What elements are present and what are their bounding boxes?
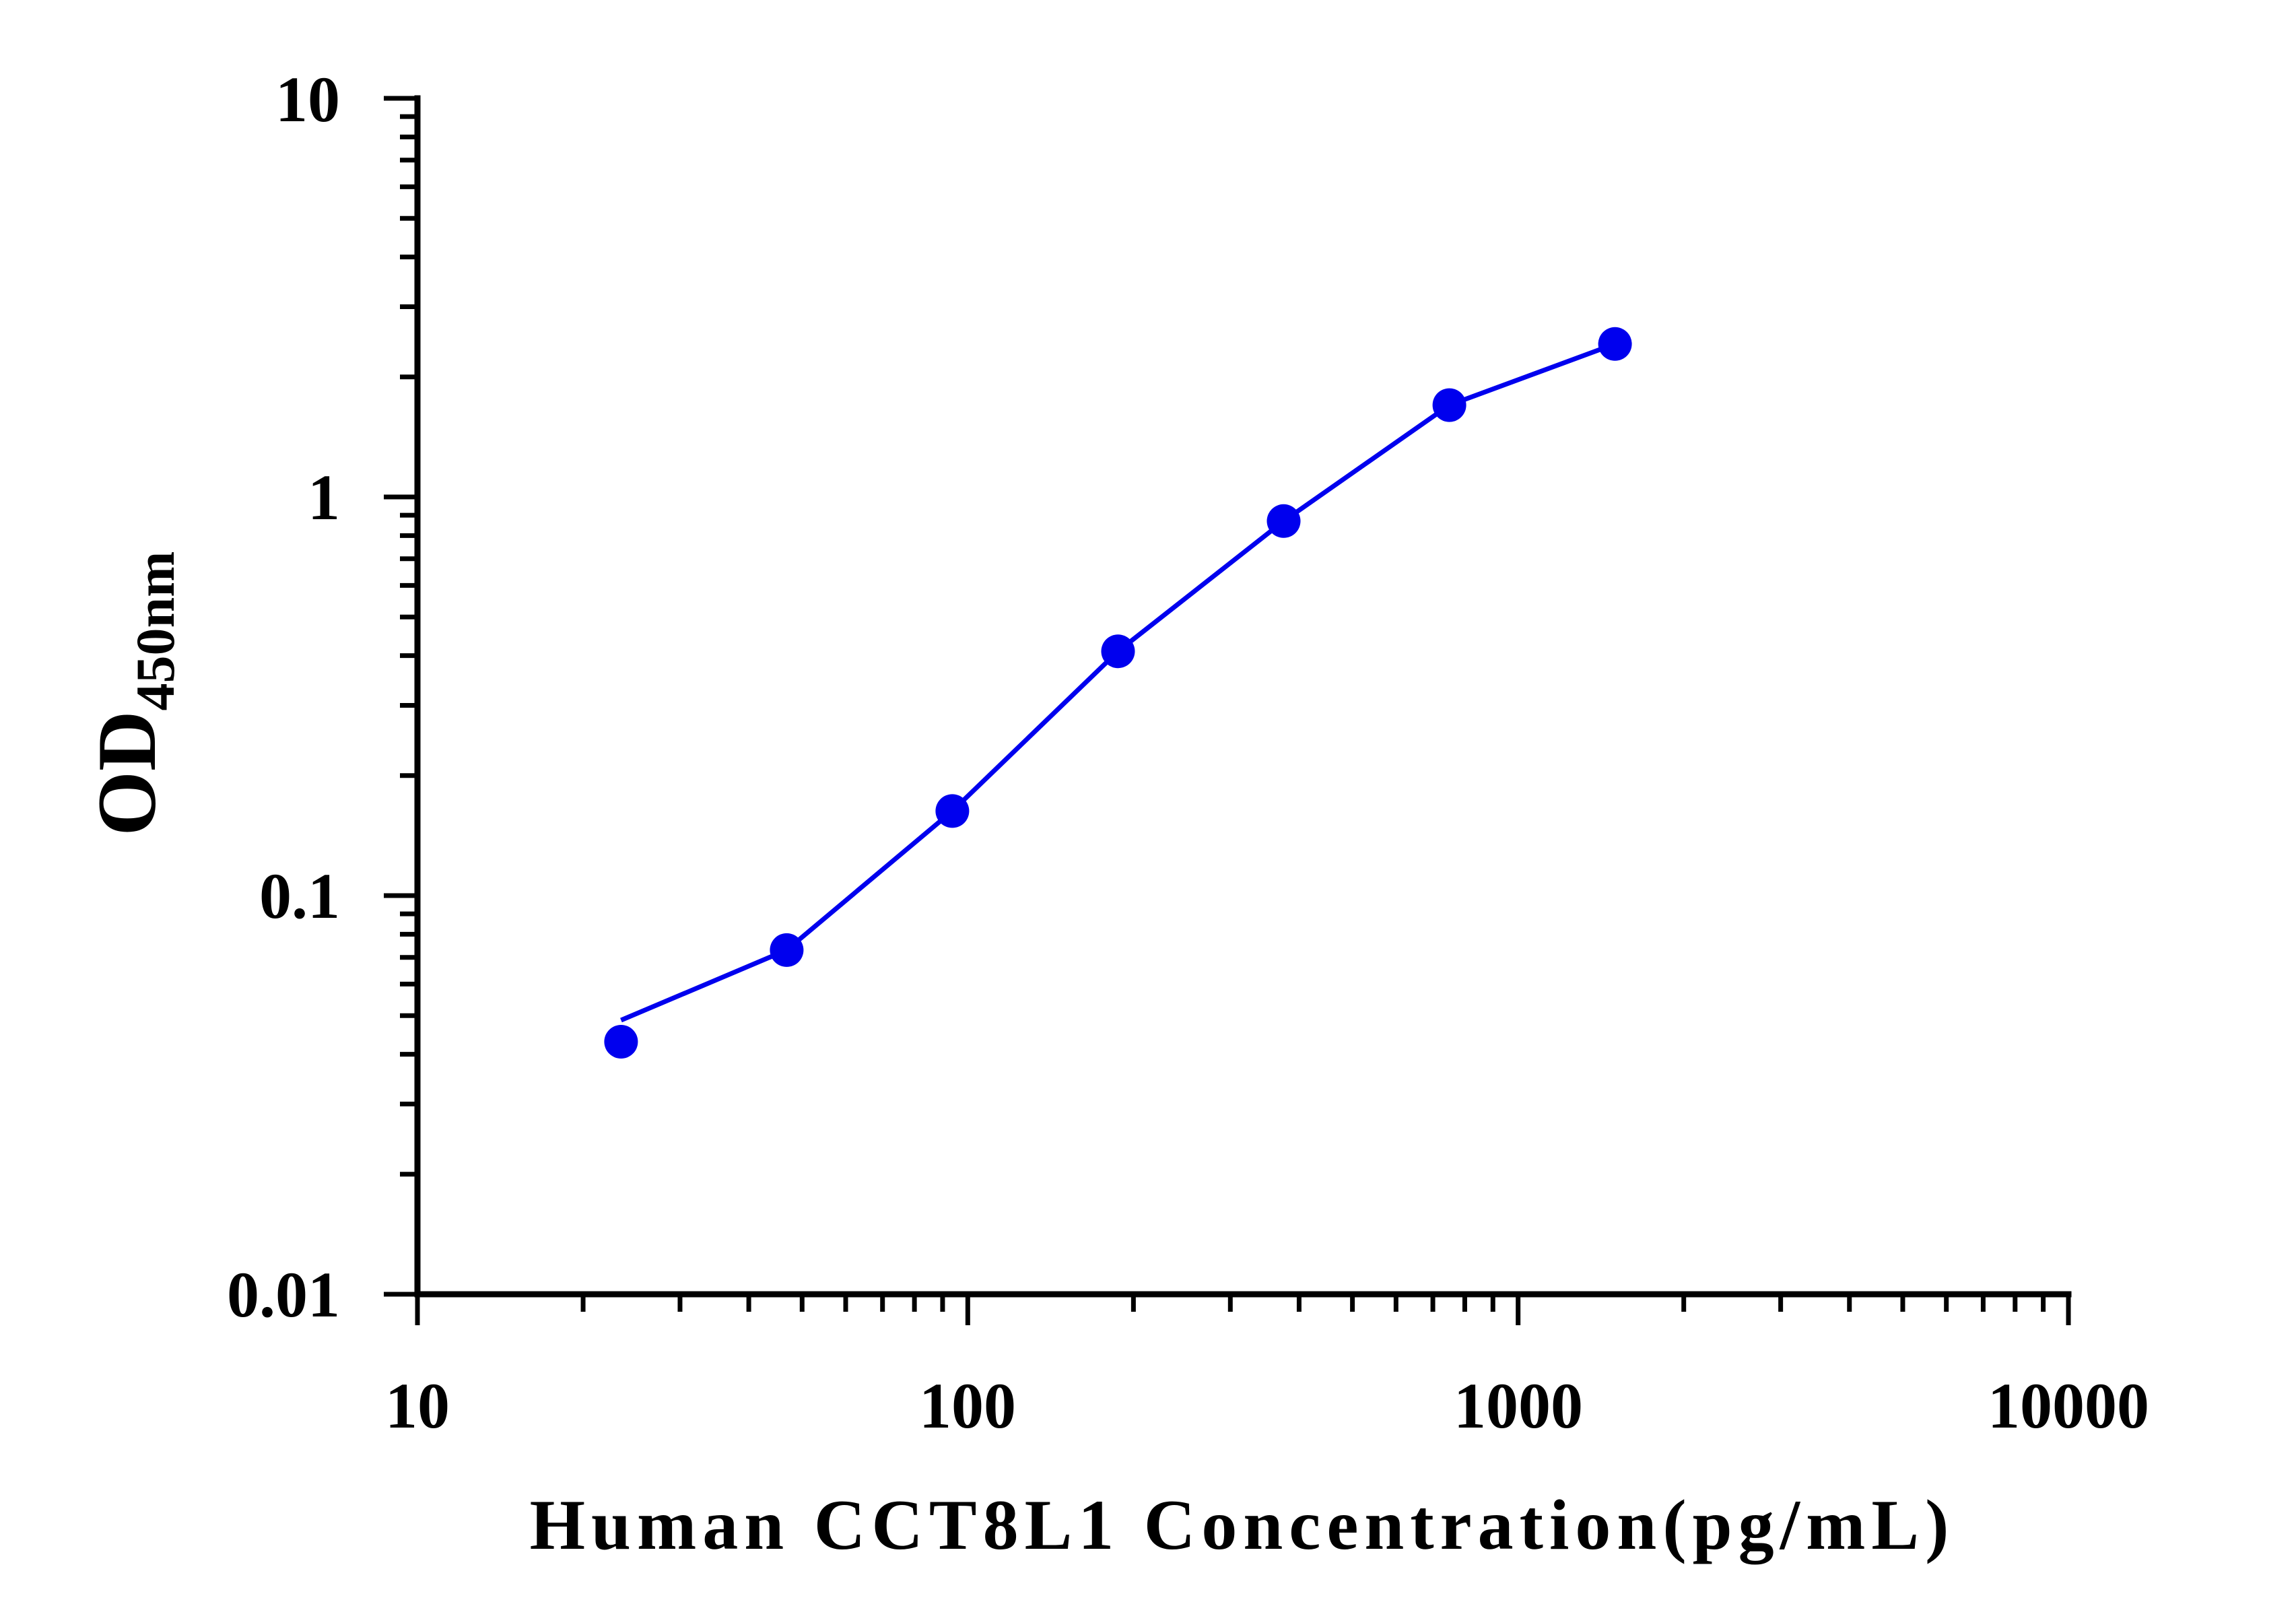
data-point xyxy=(935,794,970,828)
y-tick-label: 10 xyxy=(275,63,340,135)
data-point xyxy=(1598,327,1632,361)
y-axis-title-subscript: 450nm xyxy=(125,552,186,711)
x-tick-label: 10 xyxy=(385,1370,450,1442)
series-layer xyxy=(604,327,1632,1059)
y-axis-title-main: OD xyxy=(81,710,173,836)
y-tick-labels: 0.01 0.1 1 10 xyxy=(227,63,340,1331)
x-axis-title: Human CCT8L1 Concentration(pg/mL) xyxy=(530,1485,1955,1564)
x-tick-label: 10000 xyxy=(1988,1370,2149,1442)
x-tick-label: 100 xyxy=(919,1370,1016,1442)
data-point xyxy=(604,1025,638,1059)
data-point xyxy=(1267,504,1301,538)
x-tick-labels: 10 100 1000 10000 xyxy=(385,1370,2149,1442)
data-point xyxy=(770,933,804,967)
y-major-ticks xyxy=(384,96,417,1297)
y-axis-title: OD450nm xyxy=(81,552,186,836)
data-point xyxy=(1432,388,1466,422)
x-major-ticks xyxy=(415,1294,2071,1325)
y-tick-label: 1 xyxy=(308,461,340,533)
x-tick-label: 1000 xyxy=(1454,1370,1583,1442)
y-tick-label: 0.1 xyxy=(259,860,340,932)
series-line xyxy=(620,341,1616,1023)
data-point xyxy=(1101,634,1135,669)
y-tick-label: 0.01 xyxy=(227,1259,340,1331)
svg-text:OD450nm: OD450nm xyxy=(81,552,186,836)
